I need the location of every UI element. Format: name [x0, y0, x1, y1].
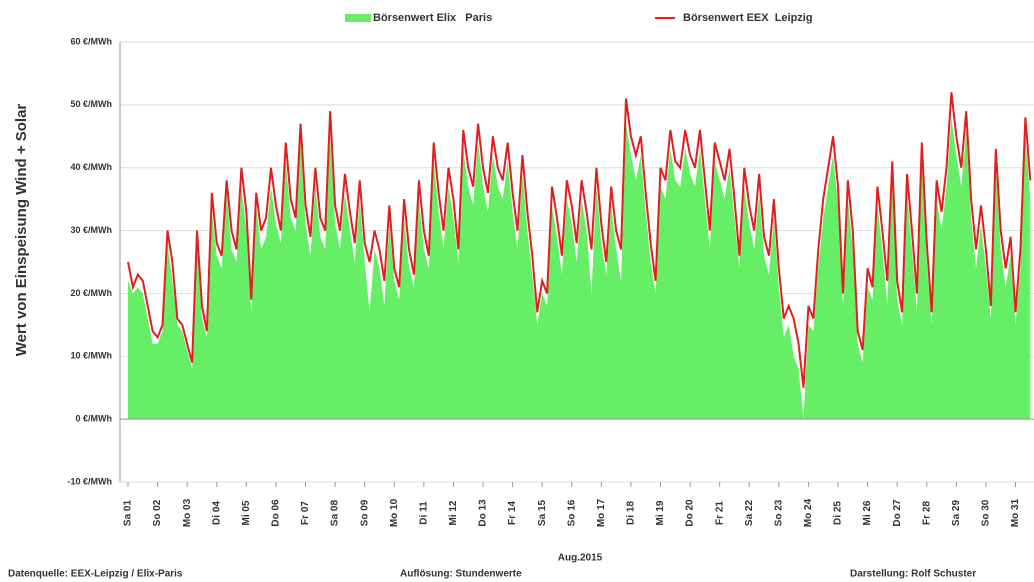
x-tick-label: Di 11: [418, 501, 429, 525]
x-tick-label: Sa 08: [330, 499, 341, 526]
x-tick-label: Do 06: [271, 499, 282, 527]
legend-label: Börsenwert EEX Leipzig: [683, 12, 813, 24]
footnote: Auflösung: Stundenwerte: [400, 569, 522, 580]
x-tick-label: Fr 21: [714, 501, 725, 525]
y-tick-label: 40 €/MWh: [70, 162, 112, 172]
x-tick-label: Mi 19: [655, 500, 666, 525]
y-tick-label: 0 €/MWh: [75, 414, 112, 424]
x-tick-label: Mi 12: [448, 500, 459, 525]
y-tick-label: 60 €/MWh: [70, 36, 112, 46]
x-tick-label: Mi 26: [862, 500, 873, 525]
x-tick-label: Di 04: [211, 501, 222, 525]
x-tick-label: So 09: [359, 499, 370, 526]
x-tick-label: Mo 10: [389, 498, 400, 527]
x-tick-label: Mi 05: [241, 500, 252, 525]
x-tick-label: Sa 01: [123, 499, 134, 526]
x-tick-label: So 30: [981, 499, 992, 526]
x-tick-label: Sa 22: [744, 499, 755, 526]
y-axis-title: Wert von Einspeisung Wind + Solar: [13, 104, 30, 357]
legend-swatch: [345, 14, 371, 22]
x-tick-label: Di 25: [833, 501, 844, 525]
area: [128, 117, 1031, 420]
y-tick-label: -10 €/MWh: [67, 476, 112, 486]
x-tick-label: So 23: [773, 499, 784, 526]
y-tick-label: 20 €/MWh: [70, 288, 112, 298]
x-tick-label: Mo 03: [182, 498, 193, 527]
line: [127, 92, 1032, 388]
x-axis-title: Aug.2015: [558, 553, 603, 564]
x-tick-label: So 02: [152, 499, 163, 526]
y-tick-label: 10 €/MWh: [70, 351, 112, 361]
x-tick-label: Sa 15: [537, 499, 548, 526]
y-tick-label: 50 €/MWh: [70, 99, 112, 109]
x-tick-label: Mo 31: [1010, 498, 1021, 527]
x-tick-label: So 16: [566, 499, 577, 526]
footnote: Datenquelle: EEX-Leipzig / Elix-Paris: [8, 569, 183, 580]
footnote: Darstellung: Rolf Schuster: [850, 569, 976, 580]
y-tick-label: 30 €/MWh: [70, 225, 112, 235]
x-tick-label: Mo 17: [596, 498, 607, 527]
legend-label: Börsenwert Elix Paris: [373, 12, 492, 24]
x-tick-label: Mo 24: [803, 498, 814, 527]
x-tick-label: Sa 29: [951, 499, 962, 526]
x-tick-label: Fr 14: [507, 501, 518, 525]
x-tick-label: Do 20: [685, 499, 696, 527]
x-tick-label: Fr 07: [300, 501, 311, 525]
x-tick-label: Do 27: [892, 499, 903, 527]
x-tick-label: Di 18: [626, 501, 637, 525]
x-tick-label: Do 13: [478, 499, 489, 527]
x-tick-label: Fr 28: [921, 501, 932, 525]
